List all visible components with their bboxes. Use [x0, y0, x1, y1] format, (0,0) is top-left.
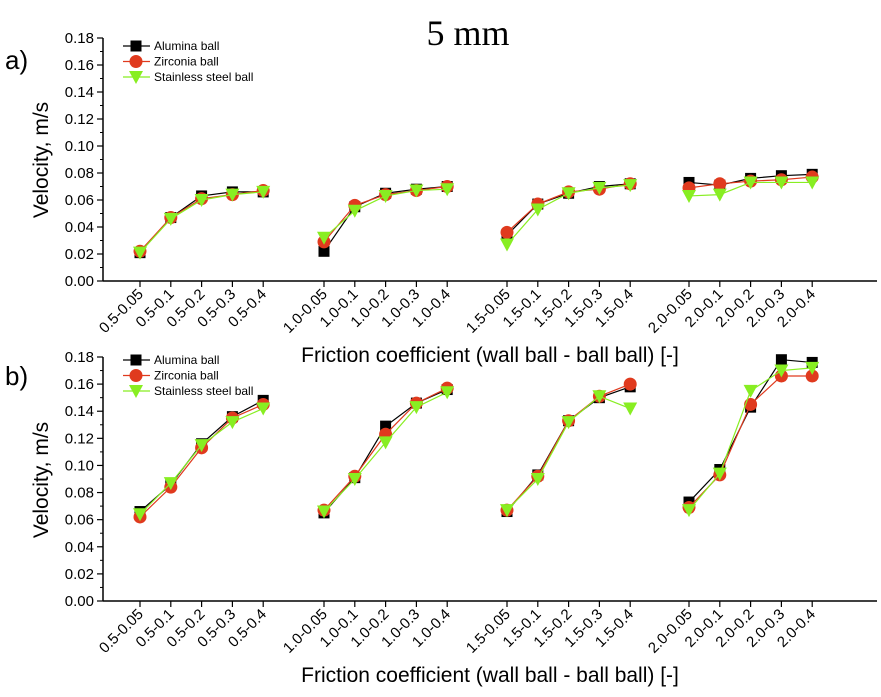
- data-point-2: [317, 505, 331, 519]
- y-tick-label: 0.12: [65, 111, 94, 128]
- data-point-2: [440, 183, 455, 197]
- panel-b-chart: b) 0.00 0.02 0.04 0.06 0.08 0.10 0.12 0.14 0.16 0.…: [5, 349, 877, 687]
- legend-label: Stainless steel ball: [154, 70, 253, 84]
- data-point-2: [561, 416, 576, 430]
- data-point-2: [682, 189, 696, 203]
- legend-label: Alumina ball: [154, 353, 219, 367]
- x-axis-title: Friction coefficient (wall ball - ball b…: [301, 664, 679, 687]
- data-point-0: [318, 245, 330, 257]
- y-tick-label: 0.02: [65, 246, 94, 263]
- figure-title: 5 mm: [426, 13, 509, 53]
- series-line-0: [506, 386, 631, 512]
- y-axis-title: Velocity, m/s: [30, 422, 53, 538]
- data-point-1: [500, 225, 514, 239]
- data-point-2: [225, 188, 240, 202]
- data-point-2: [133, 246, 147, 260]
- legend-marker: [130, 354, 142, 366]
- series-line-1: [139, 403, 264, 518]
- data-point-2: [623, 179, 638, 193]
- series-line-2: [506, 395, 631, 511]
- data-point-2: [530, 473, 545, 486]
- y-tick-label: 0.08: [65, 165, 94, 182]
- y-tick-label: 0.18: [65, 30, 94, 47]
- series-line-2: [323, 391, 448, 512]
- data-point-2: [805, 361, 820, 375]
- data-point-2: [409, 401, 424, 415]
- y-tick-label: 0.16: [65, 57, 94, 74]
- data-point-2: [347, 473, 362, 486]
- data-point-2: [409, 184, 424, 198]
- y-tick-label: 0.18: [65, 349, 94, 366]
- y-tick-label: 0.06: [65, 192, 94, 209]
- data-point-2: [712, 188, 727, 202]
- data-point-2: [805, 176, 820, 190]
- data-point-2: [194, 194, 209, 207]
- legend-label: Alumina ball: [154, 39, 219, 53]
- y-tick-label: 0.12: [65, 430, 94, 447]
- data-point-2: [163, 212, 178, 226]
- data-point-2: [440, 386, 455, 400]
- data-point-2: [682, 504, 696, 518]
- y-tick-label: 0.00: [65, 273, 94, 290]
- y-tick-label: 0.08: [65, 485, 94, 502]
- y-tick-label: 0.06: [65, 512, 94, 529]
- data-point-0: [380, 420, 392, 432]
- data-point-1: [805, 369, 819, 383]
- y-tick-label: 0.14: [65, 84, 94, 101]
- legend-marker: [129, 369, 143, 382]
- legend-label: Stainless steel ball: [154, 384, 253, 398]
- y-tick-label: 0.10: [65, 138, 94, 155]
- data-point-2: [743, 384, 758, 398]
- data-point-2: [500, 238, 514, 252]
- data-point-2: [712, 467, 727, 481]
- series-line-0: [323, 388, 448, 514]
- data-point-1: [623, 377, 637, 391]
- y-tick-label: 0.10: [65, 457, 94, 474]
- data-point-2: [256, 402, 271, 416]
- data-point-2: [530, 203, 545, 217]
- x-axis-title: Friction coefficient (wall ball - ball b…: [301, 344, 679, 367]
- y-tick-label: 0.16: [65, 376, 94, 393]
- data-point-2: [347, 204, 362, 218]
- y-tick-label: 0.04: [65, 219, 94, 236]
- legend-label: Zirconia ball: [154, 369, 219, 383]
- data-point-0: [775, 354, 787, 366]
- data-point-2: [378, 189, 393, 203]
- y-axis-title: Velocity, m/s: [30, 102, 53, 218]
- data-point-2: [133, 508, 147, 522]
- legend-marker: [129, 385, 143, 398]
- data-point-2: [500, 504, 514, 518]
- panel-label: a): [5, 45, 28, 75]
- data-point-2: [225, 416, 240, 430]
- data-point-2: [194, 439, 209, 453]
- panel-a-chart: a) 0.00 0.02 0.04 0.06 0.08 0.10 0.12 0.14 0.16 0.…: [5, 30, 877, 367]
- data-point-2: [774, 176, 789, 190]
- data-point-2: [592, 181, 607, 195]
- legend-marker: [130, 40, 142, 52]
- y-tick-label: 0.04: [65, 539, 94, 556]
- data-point-2: [623, 402, 638, 416]
- legend-marker: [129, 55, 143, 68]
- data-point-2: [317, 231, 331, 245]
- series-line-0: [688, 359, 813, 503]
- y-tick-label: 0.14: [65, 403, 94, 420]
- data-point-2: [256, 185, 271, 199]
- data-point-2: [561, 187, 576, 201]
- data-point-2: [774, 364, 789, 378]
- data-point-2: [743, 176, 758, 190]
- y-tick-label: 0.00: [65, 593, 94, 610]
- data-point-1: [713, 177, 727, 191]
- legend-marker: [129, 71, 143, 84]
- legend-label: Zirconia ball: [154, 55, 219, 69]
- data-point-2: [378, 436, 393, 450]
- panel-label: b): [5, 361, 28, 391]
- y-tick-label: 0.02: [65, 566, 94, 583]
- data-point-2: [163, 477, 178, 491]
- data-point-2: [592, 390, 607, 404]
